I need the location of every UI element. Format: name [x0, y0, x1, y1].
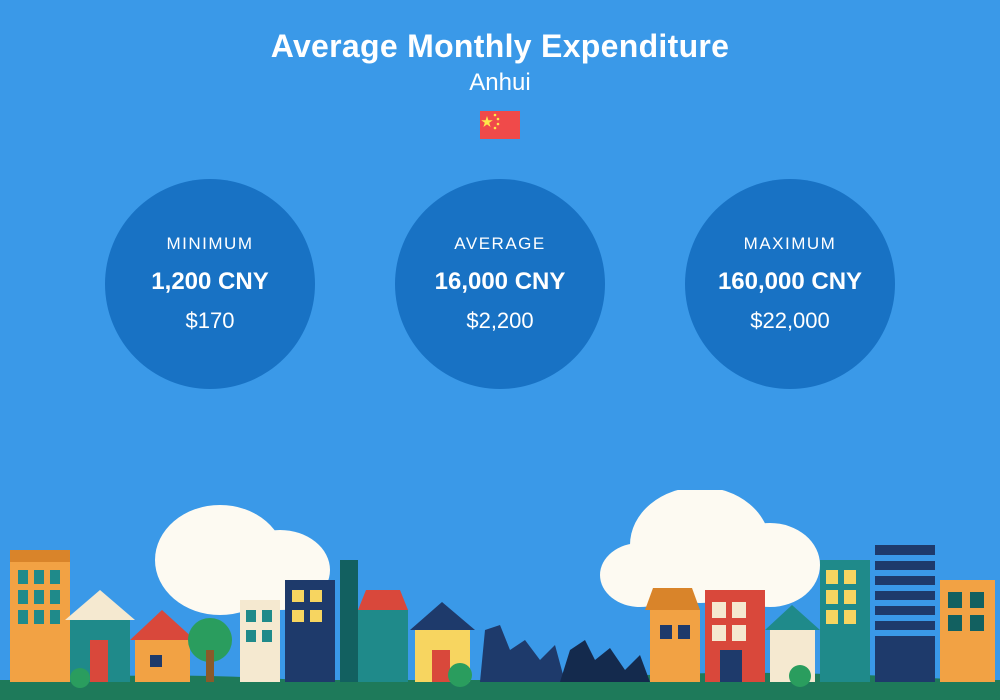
- stat-label: MAXIMUM: [744, 234, 837, 254]
- stat-secondary-value: $22,000: [750, 308, 830, 334]
- flag-icon: [480, 111, 520, 139]
- stat-primary-value: 160,000 CNY: [718, 268, 862, 296]
- stat-circles-row: MINIMUM 1,200 CNY $170 AVERAGE 16,000 CN…: [0, 179, 1000, 389]
- stat-secondary-value: $2,200: [466, 308, 533, 334]
- page-title: Average Monthly Expenditure: [0, 28, 1000, 65]
- page-subtitle: Anhui: [0, 69, 1000, 97]
- stat-primary-value: 1,200 CNY: [151, 268, 268, 296]
- stat-circle-maximum: MAXIMUM 160,000 CNY $22,000: [685, 179, 895, 389]
- stat-primary-value: 16,000 CNY: [435, 268, 566, 296]
- stat-label: AVERAGE: [454, 234, 545, 254]
- skyline-illustration: [0, 490, 1000, 700]
- stat-secondary-value: $170: [186, 308, 235, 334]
- stat-circle-average: AVERAGE 16,000 CNY $2,200: [395, 179, 605, 389]
- stat-circle-minimum: MINIMUM 1,200 CNY $170: [105, 179, 315, 389]
- stat-label: MINIMUM: [167, 234, 254, 254]
